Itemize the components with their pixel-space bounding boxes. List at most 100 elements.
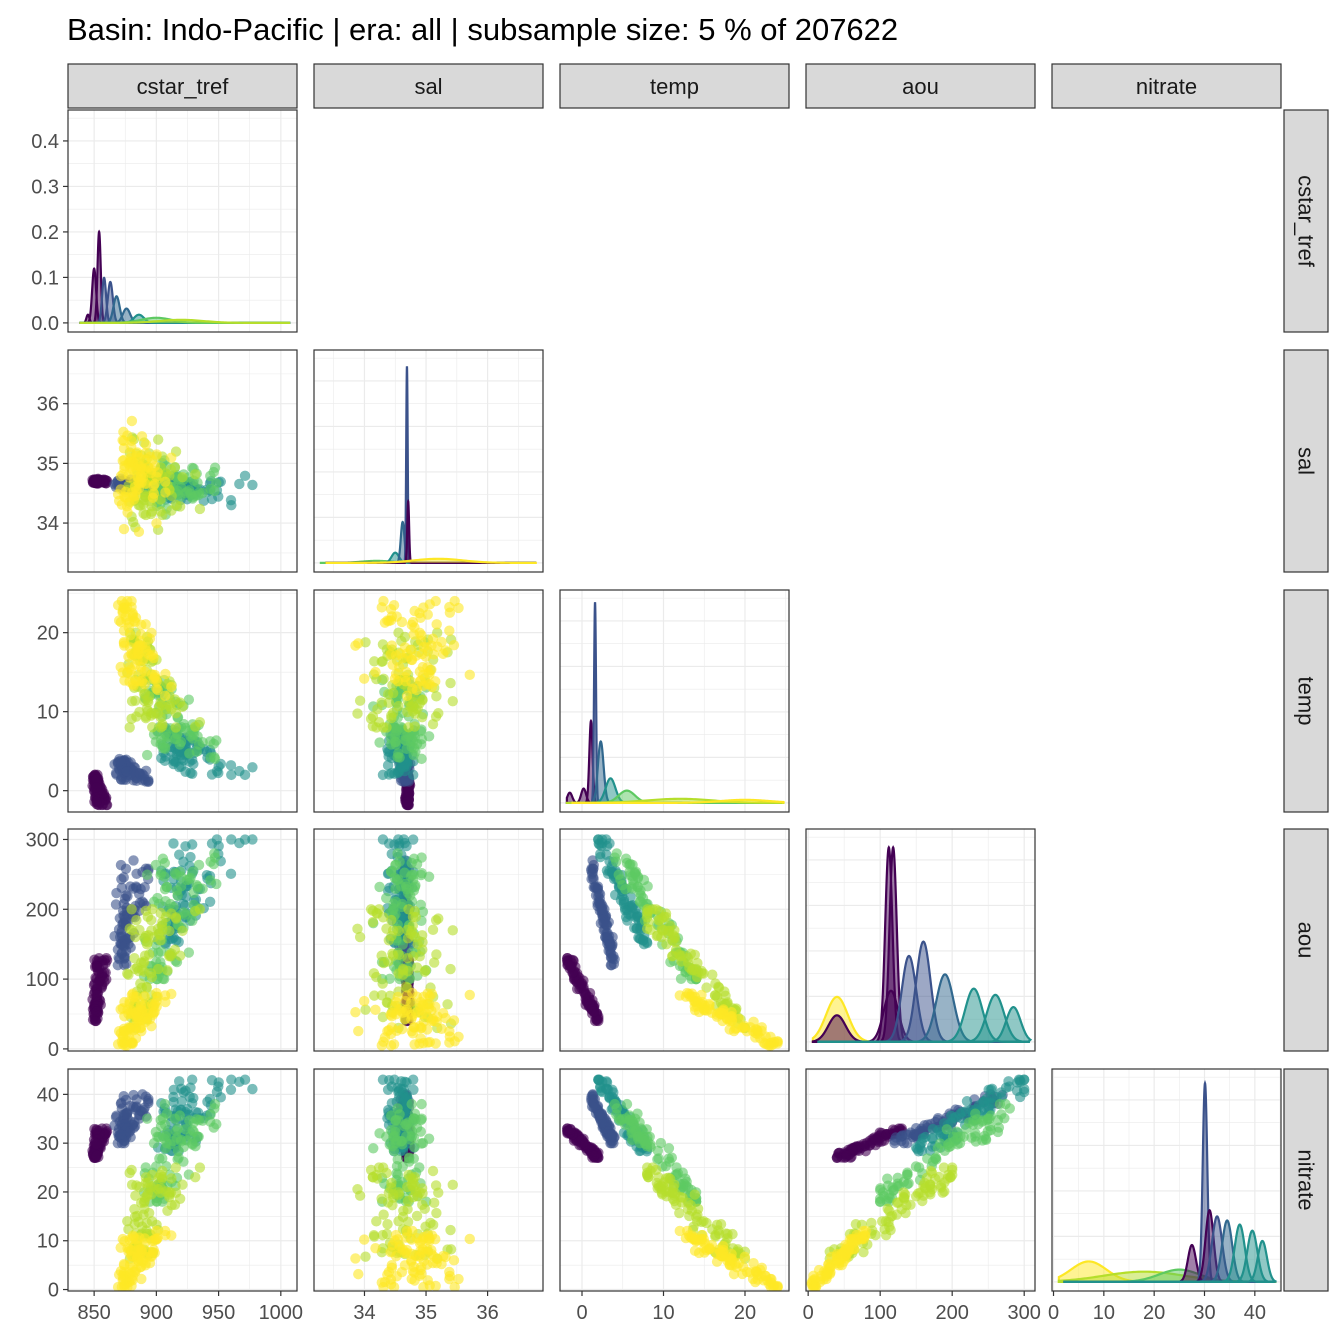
scatter-point [681,987,693,999]
scatter-point [448,1255,460,1266]
scatter-point [234,478,245,490]
scatter-point [114,931,126,943]
scatter-point [711,1248,723,1260]
scatter-point [580,1138,591,1150]
scatter-point [409,1267,420,1278]
scatter-point [166,988,177,1000]
scatter-point [187,1139,198,1150]
scatter-point [417,1199,428,1211]
scatter-point [394,648,406,660]
scatter-point [392,848,403,859]
scatter-point [385,739,397,750]
scatter-point [696,1216,707,1228]
scatter-point [247,479,258,491]
scatter-point [365,1164,377,1176]
scatter-point [129,1219,140,1230]
panel-background [314,590,543,812]
scatter-point [620,884,631,895]
scatter-point [394,838,405,849]
scatter-point [140,509,152,521]
scatter-point [420,651,432,662]
scatter-point [650,1164,662,1176]
scatter-point [160,1143,171,1154]
scatter-point [430,1280,441,1291]
scatter-point [390,883,401,894]
scatter-point [406,644,417,656]
scatter-point [128,1024,140,1036]
scatter-point [128,1266,140,1278]
scatter-point [666,951,678,962]
scatter-point [414,951,425,962]
scatter-point [594,1109,605,1120]
scatter-point [386,640,397,651]
scatter-point [141,869,153,880]
scatter-point [170,1162,181,1173]
scatter-point [368,1143,379,1154]
scatter-point [91,1138,102,1150]
scatter-point [112,959,124,971]
scatter-point [225,494,237,506]
scatter-point [155,935,166,946]
scatter-point [414,627,425,639]
scatter-point [177,925,188,937]
scatter-point [657,924,669,936]
scatter-point [118,426,129,438]
scatter-point [91,1124,102,1135]
scatter-point [194,1162,206,1173]
scatter-point [183,947,195,958]
scatter-point [444,625,455,636]
scatter-point [378,1209,389,1220]
scatter-point [369,656,380,667]
scatter-point [127,1038,138,1049]
panel-temp-vs-temp [559,589,790,813]
scatter-point [226,1074,237,1085]
scatter-point [423,1233,434,1245]
scatter-point [141,749,153,761]
scatter-point [128,615,140,627]
scatter-point [433,1187,444,1198]
scatter-point [641,1162,653,1173]
scatter-point [359,995,370,1007]
scatter-point [193,859,205,871]
scatter-point [402,796,413,808]
scatter-point [430,1038,441,1049]
scatter-point [407,1225,418,1237]
panel-background [68,350,297,572]
panel-border [67,349,298,573]
scatter-point [177,472,188,483]
scatter-point [188,1117,199,1128]
scatter-point [170,499,181,511]
scatter-point [159,731,170,742]
scatter-point [453,602,464,614]
scatter-point [387,1199,398,1211]
scatter-point [417,906,429,917]
scatter-point [408,1182,419,1193]
scatter-point [417,937,428,948]
scatter-point [166,452,177,463]
scatter-layer [87,595,258,811]
scatter-point [152,947,164,958]
scatter-point [652,1145,664,1156]
scatter-point [417,694,428,706]
scatter-point [139,882,150,893]
density-area [817,988,1029,1042]
density-area [817,941,1029,1042]
scatter-point [131,991,142,1003]
scatter-point [400,995,411,1007]
scatter-point [121,1108,133,1119]
scatter-point [629,867,641,879]
panel-temp-vs-cstar_tref [67,589,298,813]
scatter-point [151,683,162,694]
scatter-point [621,1098,633,1110]
scatter-point [171,935,182,946]
scatter-point [385,1110,397,1121]
scatter-layer [87,415,258,538]
scatter-point [447,1179,458,1191]
scatter-point [565,1124,576,1135]
scatter-point [118,1258,130,1270]
scatter-point [117,1233,128,1245]
scatter-point [415,675,426,686]
scatter-point [414,1251,425,1262]
scatter-point [130,695,141,706]
